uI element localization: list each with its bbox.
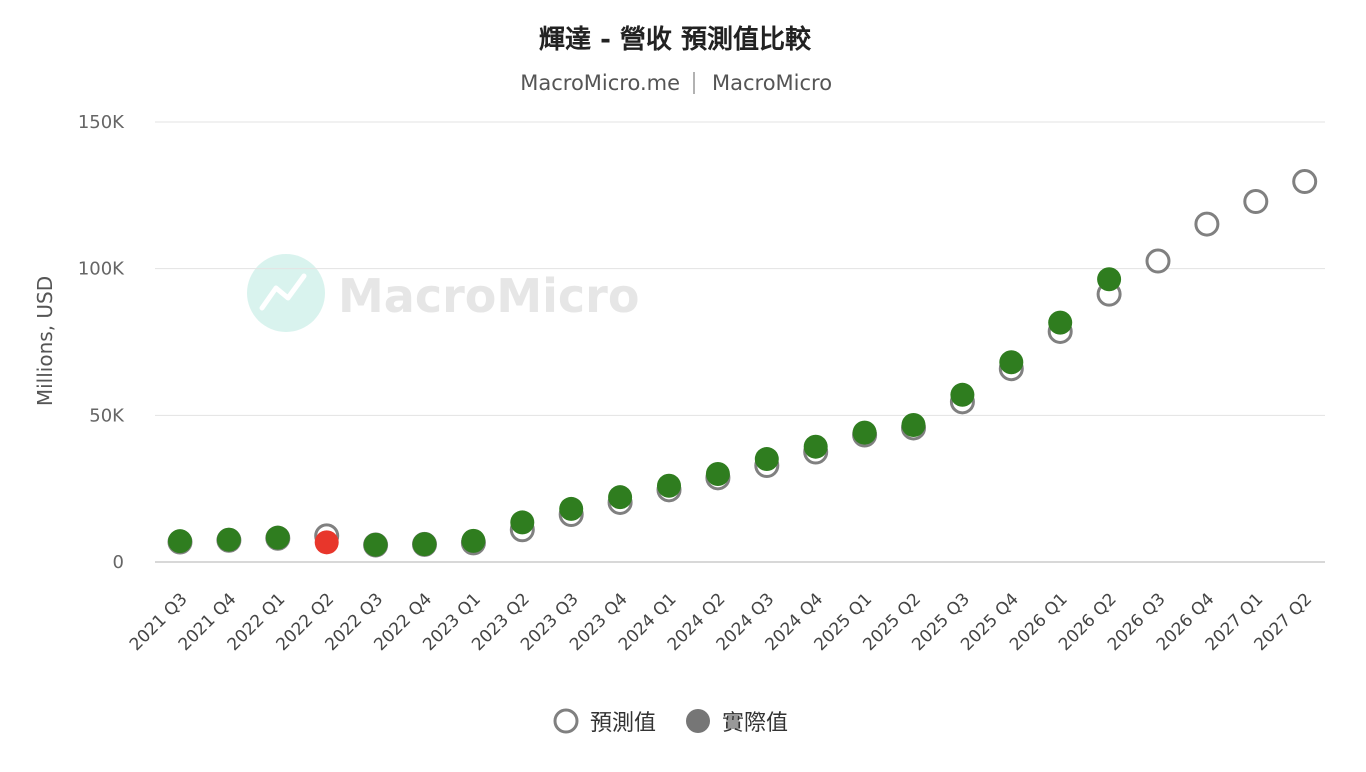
y-tick-label: 50K bbox=[89, 405, 125, 426]
forecast-point[interactable] bbox=[1145, 248, 1171, 274]
actual-point[interactable] bbox=[999, 350, 1024, 375]
actual-point[interactable] bbox=[461, 528, 486, 553]
actual-point[interactable] bbox=[705, 462, 730, 486]
data-points bbox=[167, 169, 1318, 558]
legend-label-actual: 實際值 bbox=[722, 711, 788, 736]
y-axis-label: Millions, USD bbox=[33, 276, 57, 406]
actual-point[interactable] bbox=[657, 473, 681, 498]
actual-point[interactable] bbox=[412, 532, 437, 557]
actual-point[interactable] bbox=[950, 382, 975, 407]
watermark: MacroMicro bbox=[247, 254, 639, 332]
actual-point[interactable] bbox=[168, 529, 192, 554]
actual-point[interactable] bbox=[265, 525, 290, 550]
actual-point[interactable] bbox=[559, 496, 584, 521]
legend-item-actual[interactable]: 實際值 bbox=[686, 709, 788, 736]
actual-point-below-forecast[interactable] bbox=[314, 530, 339, 555]
actual-point[interactable] bbox=[363, 532, 388, 557]
forecast-point[interactable] bbox=[1292, 169, 1318, 195]
watermark-chart-icon bbox=[259, 273, 307, 311]
legend-hollow-circle-icon bbox=[553, 708, 579, 734]
grid-lines bbox=[155, 121, 1325, 563]
watermark-logo-icon bbox=[247, 254, 325, 332]
actual-point[interactable] bbox=[608, 485, 633, 510]
legend: 預測值 實際值 bbox=[553, 708, 788, 736]
actual-point[interactable] bbox=[852, 420, 877, 445]
y-tick-label: 100K bbox=[78, 259, 125, 280]
chart-subtitle-brand[interactable]: MacroMicro bbox=[712, 71, 832, 95]
actual-point[interactable] bbox=[754, 447, 779, 472]
actual-point[interactable] bbox=[901, 413, 926, 438]
chart-subtitle-source[interactable]: MacroMicro.me bbox=[520, 71, 680, 95]
legend-label-forecast: 預測值 bbox=[590, 711, 656, 736]
actual-point[interactable] bbox=[216, 527, 241, 552]
chart-title: 輝達 - 營收 預測值比較 bbox=[539, 24, 812, 55]
actual-point[interactable] bbox=[510, 510, 535, 535]
forecast-point[interactable] bbox=[1243, 188, 1269, 214]
y-axis-ticks: 0 50K 100K 150K bbox=[78, 112, 125, 573]
actual-point[interactable] bbox=[803, 434, 828, 459]
y-tick-label: 0 bbox=[113, 552, 124, 573]
forecast-point[interactable] bbox=[1194, 211, 1220, 237]
legend-filled-circle-icon bbox=[686, 709, 710, 733]
actual-point[interactable] bbox=[1097, 267, 1122, 292]
actual-point[interactable] bbox=[1048, 310, 1073, 335]
legend-item-forecast[interactable]: 預測值 bbox=[553, 708, 656, 736]
watermark-text: MacroMicro bbox=[338, 269, 639, 323]
y-tick-label: 150K bbox=[78, 112, 125, 133]
